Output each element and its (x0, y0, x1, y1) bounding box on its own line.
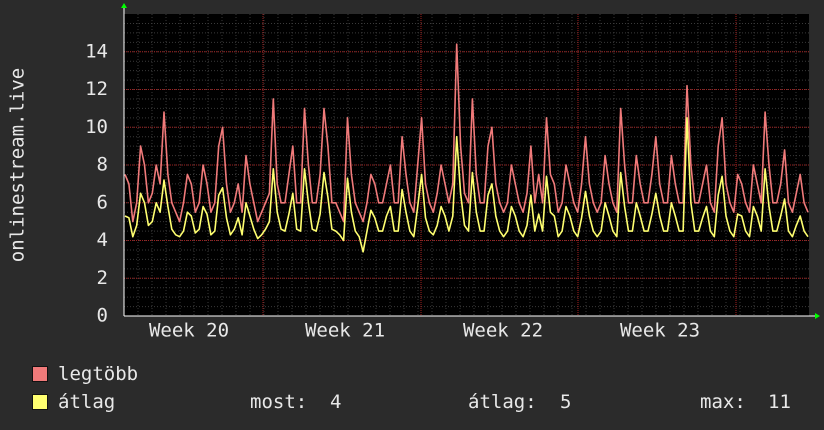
series-line-1 (124, 117, 809, 253)
stat-avg-value: 5 (560, 391, 572, 413)
y-tick-label: 12 (85, 78, 108, 100)
legend-label-max: legtöbb (58, 363, 139, 385)
x-tick-label: Week 21 (305, 320, 385, 342)
y-tick-labels: 0 2 4 6 8 10 12 14 (85, 40, 108, 326)
series-lines (124, 43, 809, 253)
y-tick-label: 14 (85, 40, 108, 62)
axes (121, 3, 820, 319)
stat-max-value: 11 (768, 391, 791, 413)
y-tick-label: 6 (97, 191, 108, 213)
y-tick-label: 2 (97, 267, 108, 289)
stat-avg-label: átlag: (468, 391, 537, 413)
y-tick-label: 8 (97, 154, 108, 176)
legend-row-max: legtöbb (0, 363, 824, 385)
legend-swatch-max (32, 366, 48, 382)
x-axis-arrow (815, 313, 820, 319)
x-tick-label: Week 20 (149, 320, 229, 342)
y-tick-label: 10 (85, 116, 108, 138)
series-line-0 (124, 43, 809, 223)
stat-current-value: 4 (330, 391, 342, 413)
x-tick-label: Week 23 (620, 320, 700, 342)
x-tick-label: Week 22 (463, 320, 543, 342)
y-tick-label: 0 (97, 305, 108, 327)
y-axis-arrow (121, 3, 127, 8)
legend-label-avg: átlag (58, 391, 116, 413)
y-tick-label: 4 (97, 229, 108, 251)
stat-max-label: max: (700, 391, 746, 413)
x-tick-labels: Week 20 Week 21 Week 22 Week 23 (149, 320, 700, 342)
stat-current-label: most: (250, 391, 308, 413)
y-axis-label: onlinestream.live (7, 68, 29, 262)
legend-row-avg: átlag most: 4 átlag: 5 max: 11 (0, 391, 824, 413)
legend-swatch-avg (32, 394, 48, 410)
